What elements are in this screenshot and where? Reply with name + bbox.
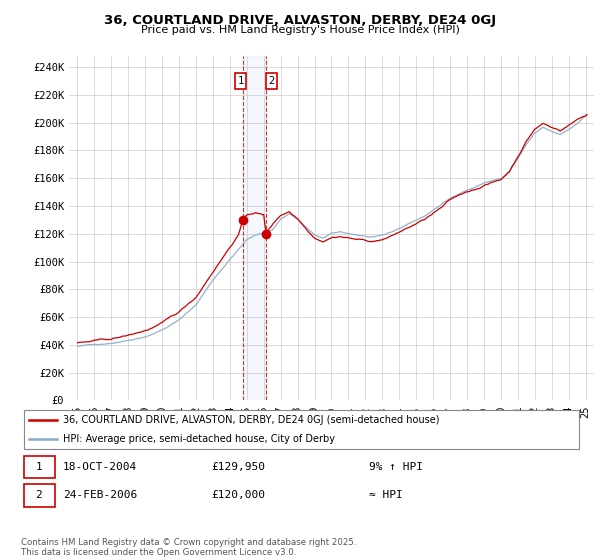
Text: 1: 1 <box>35 462 43 472</box>
Text: ≈ HPI: ≈ HPI <box>369 491 403 500</box>
FancyBboxPatch shape <box>24 484 55 506</box>
FancyBboxPatch shape <box>24 456 55 478</box>
Text: 2: 2 <box>35 491 43 500</box>
Text: 18-OCT-2004: 18-OCT-2004 <box>63 462 137 472</box>
Text: £120,000: £120,000 <box>212 491 266 500</box>
Text: 24-FEB-2006: 24-FEB-2006 <box>63 491 137 500</box>
FancyBboxPatch shape <box>24 410 579 449</box>
Text: 2: 2 <box>269 76 275 86</box>
Text: £129,950: £129,950 <box>212 462 266 472</box>
Text: 36, COURTLAND DRIVE, ALVASTON, DERBY, DE24 0GJ: 36, COURTLAND DRIVE, ALVASTON, DERBY, DE… <box>104 14 496 27</box>
Text: Price paid vs. HM Land Registry's House Price Index (HPI): Price paid vs. HM Land Registry's House … <box>140 25 460 35</box>
Text: 1: 1 <box>238 76 244 86</box>
Text: 9% ↑ HPI: 9% ↑ HPI <box>369 462 423 472</box>
Bar <box>243 56 266 400</box>
Text: Contains HM Land Registry data © Crown copyright and database right 2025.
This d: Contains HM Land Registry data © Crown c… <box>21 538 356 557</box>
Text: HPI: Average price, semi-detached house, City of Derby: HPI: Average price, semi-detached house,… <box>63 435 335 445</box>
Text: 36, COURTLAND DRIVE, ALVASTON, DERBY, DE24 0GJ (semi-detached house): 36, COURTLAND DRIVE, ALVASTON, DERBY, DE… <box>63 415 440 425</box>
